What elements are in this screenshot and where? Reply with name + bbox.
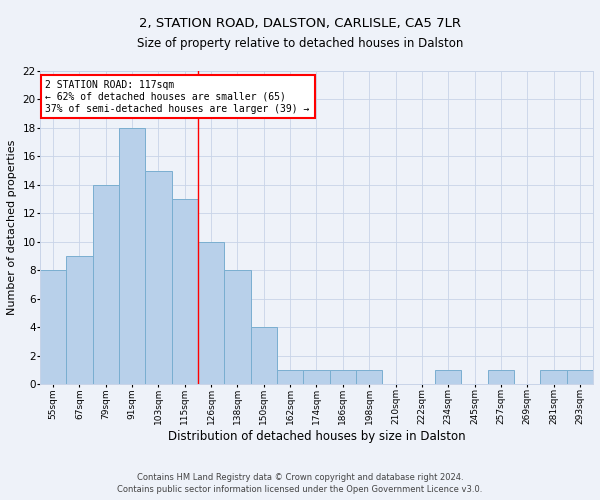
Bar [198,242,224,384]
Bar [304,370,329,384]
Bar [356,370,382,384]
Bar [541,370,567,384]
Text: 2 STATION ROAD: 117sqm
← 62% of detached houses are smaller (65)
37% of semi-det: 2 STATION ROAD: 117sqm ← 62% of detached… [46,80,310,114]
Bar [251,327,277,384]
Bar [567,370,593,384]
Text: Contains public sector information licensed under the Open Government Licence v3: Contains public sector information licen… [118,485,482,494]
Bar [329,370,356,384]
Bar [277,370,304,384]
Bar [488,370,514,384]
Text: 2, STATION ROAD, DALSTON, CARLISLE, CA5 7LR: 2, STATION ROAD, DALSTON, CARLISLE, CA5 … [139,18,461,30]
Y-axis label: Number of detached properties: Number of detached properties [7,140,17,315]
Bar [435,370,461,384]
Bar [40,270,66,384]
Bar [172,199,198,384]
X-axis label: Distribution of detached houses by size in Dalston: Distribution of detached houses by size … [167,430,465,443]
Bar [92,185,119,384]
Bar [224,270,251,384]
Bar [145,170,172,384]
Bar [66,256,92,384]
Text: Size of property relative to detached houses in Dalston: Size of property relative to detached ho… [137,38,463,51]
Bar [119,128,145,384]
Text: Contains HM Land Registry data © Crown copyright and database right 2024.: Contains HM Land Registry data © Crown c… [137,472,463,482]
